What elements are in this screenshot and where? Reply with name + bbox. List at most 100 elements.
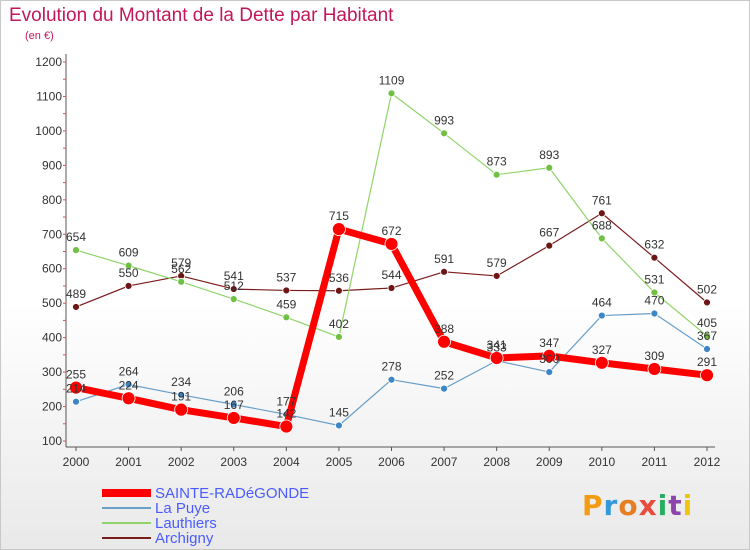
- data-label: 142: [276, 407, 296, 421]
- y-tick-label: 400: [42, 331, 62, 345]
- data-point-lauthiers: [597, 234, 606, 243]
- data-point-sainte-rad-gonde: [700, 368, 714, 383]
- data-label: 291: [697, 355, 717, 369]
- data-point-la-puye: [597, 311, 606, 320]
- proxiti-logo: Proxiti: [582, 489, 693, 522]
- unit-label: (en €): [25, 30, 54, 42]
- data-point-archigny: [282, 286, 291, 295]
- data-point-la-puye: [545, 368, 554, 376]
- data-point-sainte-rad-gonde: [542, 348, 557, 363]
- data-point-archigny: [492, 272, 501, 280]
- data-point-archigny: [703, 298, 711, 307]
- data-label: 512: [224, 279, 244, 293]
- data-label: 278: [381, 360, 401, 374]
- data-point-archigny: [229, 285, 238, 293]
- x-tick-label: 2001: [115, 455, 142, 469]
- data-label: 993: [434, 113, 454, 127]
- data-point-sainte-rad-gonde: [437, 334, 451, 349]
- data-label: 654: [66, 230, 86, 244]
- data-point-lauthiers: [440, 129, 448, 138]
- data-label: 405: [697, 316, 717, 330]
- data-point-la-puye: [650, 309, 659, 318]
- data-point-la-puye: [229, 400, 238, 409]
- data-point-archigny: [72, 303, 80, 311]
- data-point-sainte-rad-gonde: [226, 411, 241, 425]
- y-tick-label: 1100: [36, 89, 62, 103]
- data-point-lauthiers: [177, 277, 186, 286]
- data-point-lauthiers: [335, 333, 343, 341]
- data-point-sainte-rad-gonde: [69, 380, 83, 395]
- data-label: 464: [592, 296, 612, 310]
- y-tick-label: 700: [42, 227, 62, 241]
- data-point-archigny: [387, 284, 396, 292]
- data-label: 255: [66, 368, 86, 382]
- data-label: 388: [434, 322, 454, 336]
- logo-letter: P: [582, 489, 604, 522]
- data-point-archigny: [597, 209, 606, 218]
- y-tick-label: 300: [42, 365, 62, 379]
- data-point-archigny: [650, 253, 659, 262]
- data-label: 214: [66, 382, 86, 396]
- data-point-la-puye: [335, 421, 343, 430]
- data-label: 761: [592, 193, 612, 207]
- data-label: 327: [592, 343, 612, 357]
- data-point-lauthiers: [492, 170, 501, 179]
- y-tick-label: 900: [42, 158, 62, 172]
- x-tick-label: 2004: [273, 455, 300, 469]
- data-point-sainte-rad-gonde: [332, 222, 346, 237]
- data-point-archigny: [545, 241, 554, 250]
- data-point-sainte-rad-gonde: [121, 391, 136, 406]
- data-point-lauthiers: [282, 313, 291, 322]
- x-tick-label: 2000: [63, 455, 90, 469]
- data-label: 893: [539, 148, 559, 162]
- y-tick-label: 800: [42, 193, 62, 207]
- data-label: 1109: [379, 73, 405, 87]
- data-label: 489: [66, 287, 86, 301]
- x-tick-label: 2002: [168, 455, 195, 469]
- y-tick-label: 200: [42, 400, 62, 414]
- data-label: 502: [697, 282, 717, 296]
- logo-letter: t: [668, 489, 683, 522]
- logo-letter: i: [682, 489, 694, 522]
- x-tick-label: 2011: [642, 455, 668, 469]
- data-label: 579: [171, 256, 191, 270]
- data-label: 667: [539, 226, 559, 240]
- data-label: 264: [119, 364, 139, 378]
- data-label: 252: [434, 369, 454, 383]
- data-label: 367: [697, 329, 717, 343]
- data-point-archigny: [335, 286, 343, 295]
- x-tick-label: 2007: [431, 455, 458, 469]
- data-point-archigny: [440, 267, 448, 276]
- data-label: 224: [119, 378, 139, 392]
- data-label: 167: [224, 398, 244, 412]
- data-label: 579: [487, 256, 507, 270]
- data-point-lauthiers: [650, 288, 659, 297]
- data-point-lauthiers: [229, 295, 238, 303]
- data-label: 531: [644, 273, 664, 287]
- data-label: 537: [276, 270, 296, 284]
- data-point-sainte-rad-gonde: [174, 402, 189, 417]
- y-tick-label: 100: [42, 434, 62, 448]
- data-label: 459: [276, 297, 296, 311]
- data-point-sainte-rad-gonde: [489, 351, 504, 365]
- data-label: 632: [644, 238, 664, 252]
- legend-label: SAINTE-RADéGONDE: [155, 485, 309, 502]
- data-label: 544: [381, 268, 401, 282]
- data-label: 206: [224, 384, 244, 398]
- y-tick-label: 1000: [35, 124, 62, 138]
- data-label: 609: [119, 246, 139, 260]
- logo-letter: i: [657, 489, 669, 522]
- data-label: 541: [224, 269, 244, 283]
- data-point-la-puye: [124, 380, 133, 389]
- data-label: 562: [171, 262, 191, 276]
- data-label: 402: [329, 317, 349, 331]
- data-label: 234: [171, 375, 191, 389]
- data-point-lauthiers: [72, 246, 80, 255]
- x-tick-label: 2009: [536, 455, 563, 469]
- data-point-sainte-rad-gonde: [594, 355, 609, 370]
- data-label: 470: [644, 294, 664, 308]
- data-label: 591: [434, 252, 454, 266]
- axes: 100 200 300 400 500 600 700 800 900 1000 1100 1200 2…: [35, 54, 721, 469]
- data-label: 672: [381, 224, 401, 238]
- data-label: 333: [487, 341, 507, 355]
